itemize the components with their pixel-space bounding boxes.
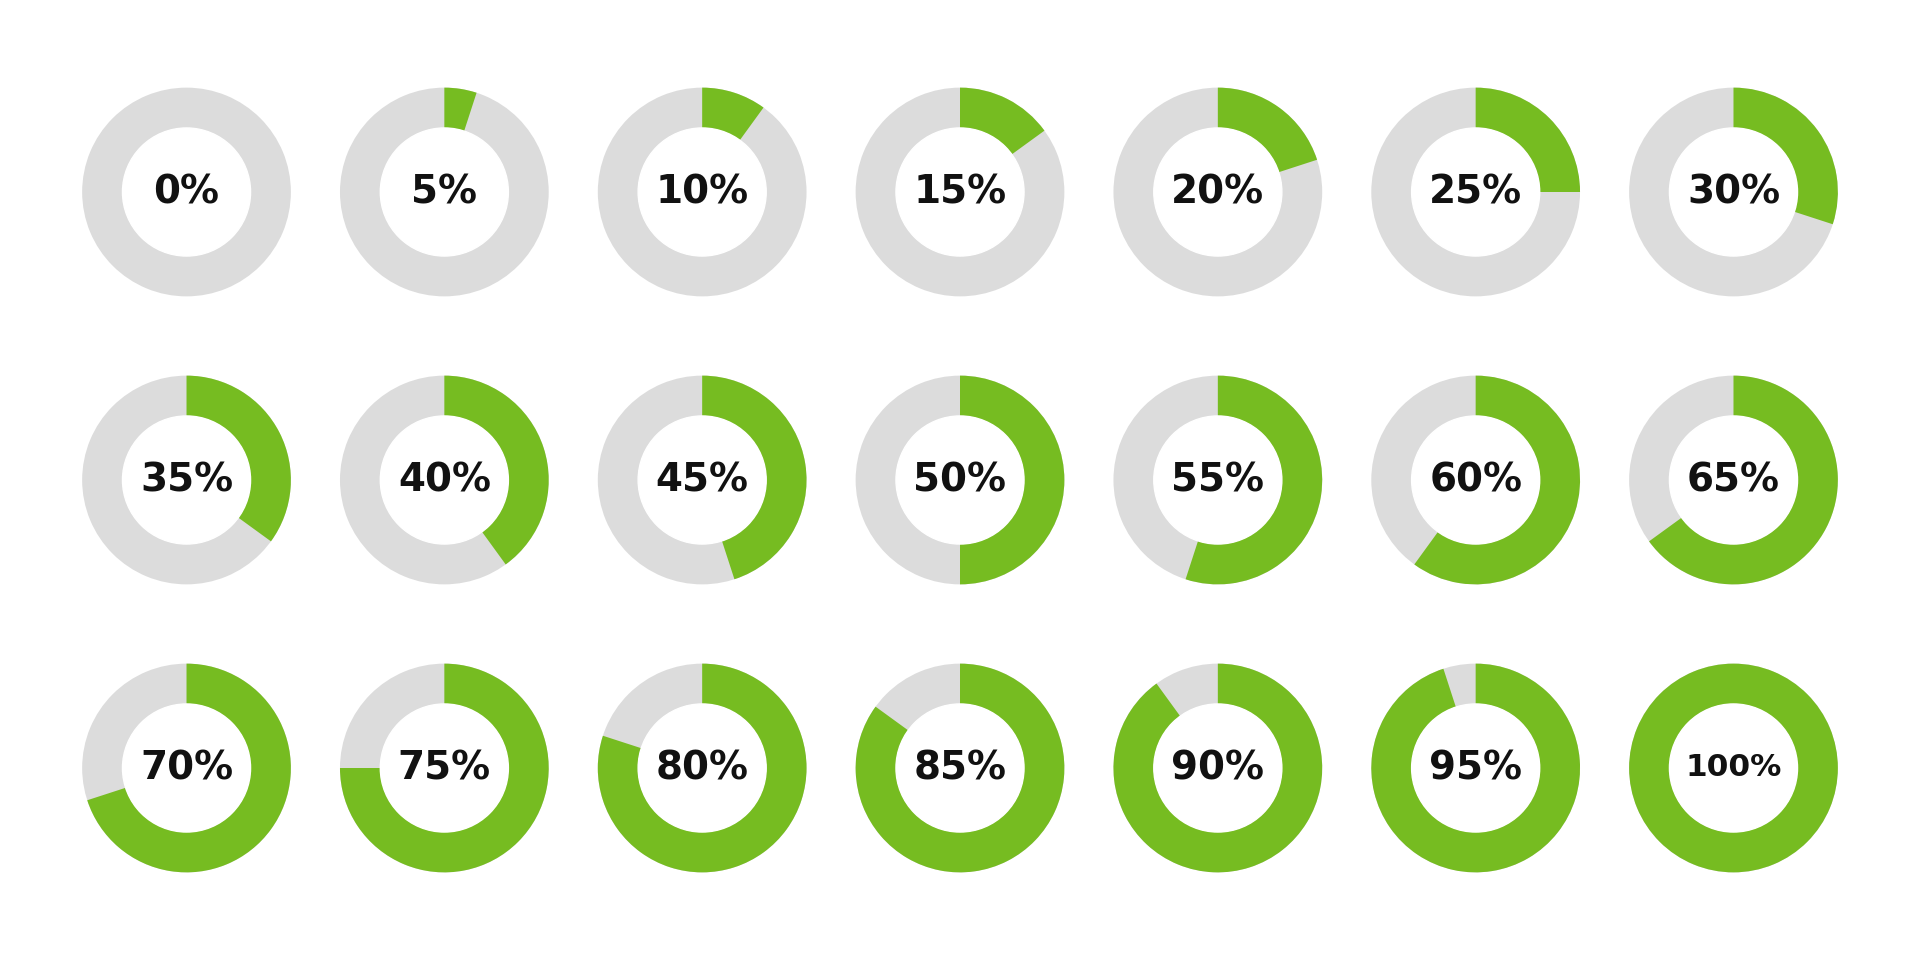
Text: 85%: 85%	[914, 749, 1006, 787]
Text: 90%: 90%	[1171, 749, 1265, 787]
Text: 25%: 25%	[1428, 173, 1523, 211]
Circle shape	[1154, 416, 1283, 544]
Wedge shape	[1217, 87, 1317, 172]
Wedge shape	[597, 87, 806, 297]
Wedge shape	[1415, 375, 1580, 585]
Wedge shape	[444, 375, 549, 564]
Text: 35%: 35%	[140, 461, 232, 499]
Text: 70%: 70%	[140, 749, 232, 787]
Circle shape	[1670, 128, 1797, 256]
Text: 45%: 45%	[655, 461, 749, 499]
Wedge shape	[340, 663, 549, 873]
Circle shape	[380, 704, 509, 832]
Text: 5%: 5%	[411, 173, 478, 211]
Wedge shape	[83, 663, 292, 873]
Wedge shape	[1628, 87, 1837, 297]
Circle shape	[637, 704, 766, 832]
Wedge shape	[83, 87, 292, 297]
Text: 0%: 0%	[154, 173, 219, 211]
Wedge shape	[340, 87, 549, 297]
Circle shape	[1411, 128, 1540, 256]
Text: 50%: 50%	[914, 461, 1006, 499]
Circle shape	[1154, 704, 1283, 832]
Circle shape	[897, 704, 1023, 832]
Text: 30%: 30%	[1688, 173, 1780, 211]
Wedge shape	[1114, 663, 1323, 873]
Wedge shape	[86, 663, 292, 873]
Circle shape	[897, 416, 1023, 544]
Wedge shape	[1628, 375, 1837, 585]
Wedge shape	[444, 87, 476, 132]
Circle shape	[1154, 128, 1283, 256]
Text: 60%: 60%	[1428, 461, 1523, 499]
Circle shape	[123, 416, 250, 544]
Text: 80%: 80%	[655, 749, 749, 787]
Wedge shape	[856, 375, 1064, 585]
Wedge shape	[960, 87, 1044, 155]
Wedge shape	[1649, 375, 1837, 585]
Wedge shape	[1371, 87, 1580, 297]
Wedge shape	[1371, 375, 1580, 585]
Wedge shape	[186, 375, 292, 541]
Circle shape	[380, 416, 509, 544]
Text: 75%: 75%	[397, 749, 492, 787]
Text: 40%: 40%	[397, 461, 492, 499]
Wedge shape	[1114, 663, 1323, 873]
Wedge shape	[703, 375, 806, 579]
Text: 65%: 65%	[1688, 461, 1780, 499]
Circle shape	[380, 128, 509, 256]
Circle shape	[1670, 704, 1797, 832]
Text: 15%: 15%	[914, 173, 1006, 211]
Wedge shape	[960, 375, 1064, 585]
Circle shape	[123, 128, 250, 256]
Wedge shape	[340, 663, 549, 873]
Circle shape	[637, 128, 766, 256]
Wedge shape	[1628, 663, 1837, 873]
Circle shape	[897, 128, 1023, 256]
Text: 95%: 95%	[1428, 749, 1523, 787]
Wedge shape	[1476, 87, 1580, 192]
Wedge shape	[597, 663, 806, 873]
Wedge shape	[703, 87, 764, 140]
Text: 100%: 100%	[1686, 754, 1782, 782]
Wedge shape	[597, 663, 806, 873]
Wedge shape	[1734, 87, 1837, 225]
Wedge shape	[340, 375, 549, 585]
Text: 20%: 20%	[1171, 173, 1265, 211]
Text: 55%: 55%	[1171, 461, 1265, 499]
Wedge shape	[856, 663, 1064, 873]
Circle shape	[123, 704, 250, 832]
Wedge shape	[1628, 663, 1837, 873]
Wedge shape	[1185, 375, 1323, 585]
Circle shape	[637, 416, 766, 544]
Circle shape	[1670, 416, 1797, 544]
Wedge shape	[856, 87, 1064, 297]
Wedge shape	[1371, 663, 1580, 873]
Wedge shape	[1114, 375, 1323, 585]
Wedge shape	[597, 375, 806, 585]
Wedge shape	[83, 375, 292, 585]
Circle shape	[1411, 416, 1540, 544]
Wedge shape	[856, 663, 1064, 873]
Circle shape	[1411, 704, 1540, 832]
Wedge shape	[1371, 663, 1580, 873]
Wedge shape	[1114, 87, 1323, 297]
Text: 10%: 10%	[655, 173, 749, 211]
